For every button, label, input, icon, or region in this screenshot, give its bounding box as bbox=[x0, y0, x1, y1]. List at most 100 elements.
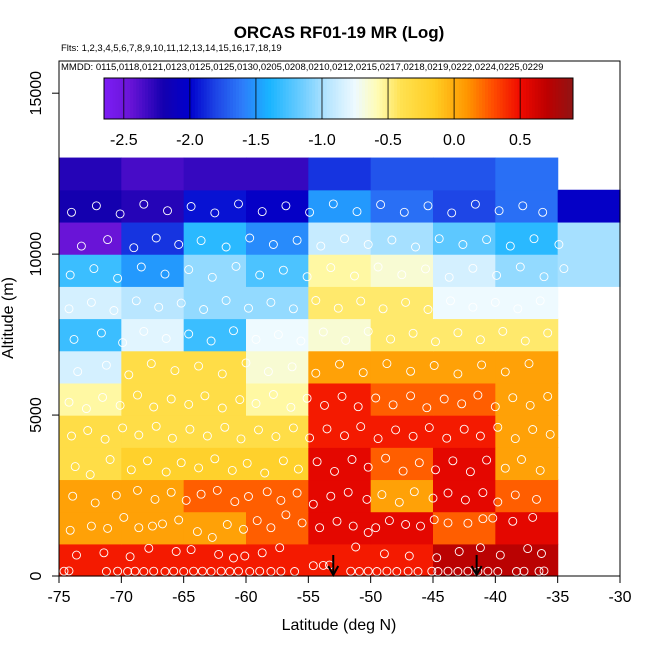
observation-point bbox=[463, 566, 473, 576]
observation-point bbox=[352, 207, 362, 217]
heatmap-cell bbox=[59, 157, 122, 191]
colorbar-segment bbox=[168, 78, 172, 119]
observation-point bbox=[199, 305, 209, 314]
observation-point bbox=[86, 521, 96, 531]
observation-point bbox=[115, 209, 125, 219]
observation-point bbox=[356, 422, 366, 432]
colorbar-segment bbox=[496, 78, 501, 119]
colorbar-segment bbox=[438, 78, 442, 119]
observation-point bbox=[493, 422, 503, 432]
observation-point bbox=[493, 497, 503, 507]
colorbar-segment bbox=[552, 78, 556, 119]
colorbar-segment bbox=[133, 78, 137, 119]
observation-point bbox=[394, 497, 404, 507]
heatmap-cell bbox=[121, 286, 185, 320]
observation-point bbox=[255, 270, 265, 280]
observation-point bbox=[210, 454, 220, 464]
observation-point bbox=[176, 298, 186, 308]
observation-point bbox=[242, 458, 252, 468]
heatmap-cell bbox=[121, 511, 185, 545]
heatmap-cell bbox=[59, 189, 122, 223]
colorbar-segment bbox=[153, 78, 158, 119]
observation-point bbox=[513, 304, 523, 314]
colorbar-segment bbox=[344, 78, 348, 119]
heatmap-cell bbox=[370, 511, 434, 545]
observation-point bbox=[170, 366, 180, 376]
observation-point bbox=[337, 391, 347, 401]
x-tick-label: -60 bbox=[234, 589, 257, 606]
colorbar-segment bbox=[479, 78, 483, 119]
observation-point bbox=[387, 235, 397, 245]
observation-point bbox=[96, 328, 106, 338]
observation-point bbox=[229, 553, 238, 563]
observation-point bbox=[169, 566, 179, 576]
colorbar-frame bbox=[103, 77, 574, 120]
colorbar-segment bbox=[361, 78, 366, 119]
observation-point bbox=[161, 334, 171, 343]
observation-point bbox=[373, 434, 383, 444]
heatmap-cell bbox=[246, 286, 309, 320]
colorbar-segment bbox=[537, 78, 542, 119]
colorbar-segment bbox=[250, 78, 254, 119]
colorbar-segment bbox=[130, 78, 134, 119]
colorbar-segment bbox=[279, 78, 284, 119]
colorbar-segment bbox=[139, 78, 143, 119]
observation-point bbox=[184, 265, 194, 275]
colorbar-segment bbox=[534, 78, 539, 119]
colorbar-segment bbox=[115, 78, 120, 119]
observation-point bbox=[376, 200, 386, 210]
colorbar-segment bbox=[411, 78, 416, 119]
colorbar-segment bbox=[564, 78, 568, 119]
observation-point bbox=[432, 553, 442, 563]
observation-point bbox=[81, 404, 91, 414]
observation-point bbox=[103, 523, 113, 533]
x-tick-label: -45 bbox=[421, 589, 444, 606]
observation-point bbox=[124, 370, 134, 380]
colorbar-segment bbox=[464, 78, 468, 119]
colorbar-segment bbox=[379, 78, 383, 119]
observation-point bbox=[517, 455, 526, 464]
observation-point bbox=[384, 516, 394, 526]
observation-point bbox=[414, 458, 424, 468]
observation-point bbox=[528, 512, 538, 522]
colorbar-segment bbox=[367, 78, 372, 119]
observation-point bbox=[429, 361, 439, 370]
colorbar-segment bbox=[104, 78, 108, 119]
colorbar-segment bbox=[400, 78, 404, 119]
heatmap-cell bbox=[370, 221, 434, 255]
observation-point bbox=[475, 431, 485, 441]
colorbar-segment bbox=[441, 78, 445, 119]
observation-point bbox=[421, 264, 430, 274]
colorbar-segment bbox=[335, 78, 339, 119]
heatmap-cell bbox=[495, 511, 559, 545]
observation-point bbox=[184, 399, 194, 409]
observation-point bbox=[281, 201, 291, 211]
observation-point bbox=[488, 513, 498, 523]
observation-point bbox=[131, 296, 141, 306]
colorbar-segment bbox=[549, 78, 553, 119]
heatmap-cell bbox=[246, 254, 309, 287]
y-tick-label: 15000 bbox=[28, 71, 45, 116]
heatmap-cell bbox=[370, 382, 434, 416]
colorbar-segment bbox=[455, 78, 460, 119]
x-tick-label: -65 bbox=[172, 589, 195, 606]
observation-point bbox=[326, 491, 336, 501]
heatmap-cell bbox=[370, 157, 434, 191]
x-tick-label: -75 bbox=[47, 589, 70, 606]
colorbar-segment bbox=[338, 78, 342, 119]
colorbar-segment bbox=[315, 78, 319, 119]
observation-point bbox=[434, 234, 444, 244]
marker-arrow-head bbox=[327, 565, 340, 578]
observation-point bbox=[67, 431, 76, 441]
observation-point bbox=[262, 487, 272, 497]
observation-point bbox=[134, 430, 144, 440]
heatmap-cell bbox=[495, 479, 559, 513]
colorbar-segment bbox=[561, 78, 565, 119]
colorbar-segment bbox=[200, 78, 205, 119]
colorbar-segment bbox=[470, 78, 474, 119]
observation-point bbox=[470, 199, 480, 209]
heatmap-cell bbox=[308, 286, 372, 320]
colorbar-segment bbox=[476, 78, 480, 119]
colorbar-segment bbox=[189, 78, 193, 119]
observation-point bbox=[515, 262, 525, 272]
